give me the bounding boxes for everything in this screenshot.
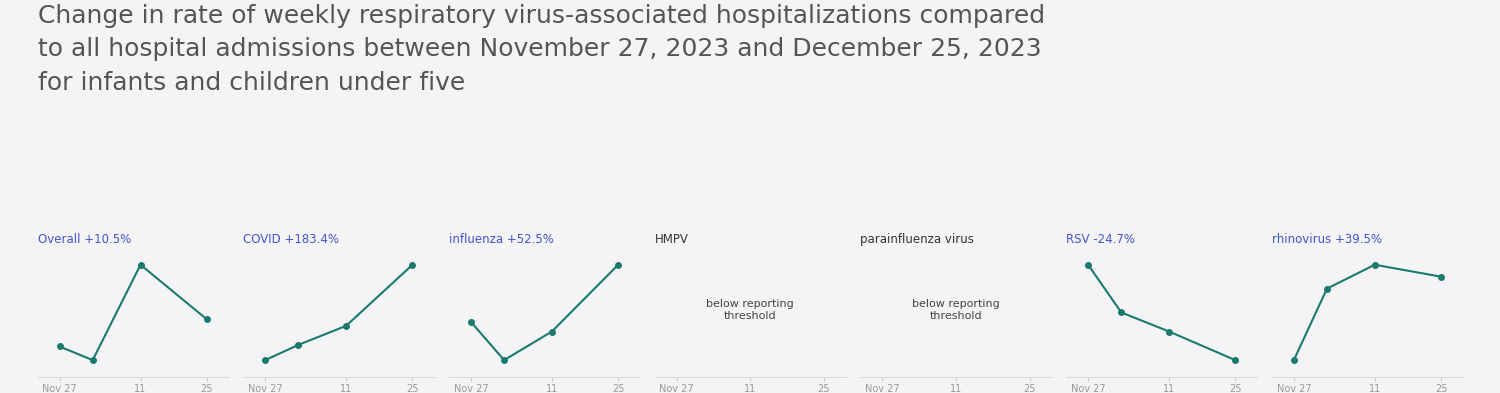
- Text: Overall +10.5%: Overall +10.5%: [38, 233, 130, 246]
- Text: RSV -24.7%: RSV -24.7%: [1066, 233, 1136, 246]
- Text: below reporting
threshold: below reporting threshold: [912, 299, 1001, 321]
- Text: parainfluenza virus: parainfluenza virus: [861, 233, 974, 246]
- Text: COVID +183.4%: COVID +183.4%: [243, 233, 339, 246]
- Text: rhinovirus +39.5%: rhinovirus +39.5%: [1272, 233, 1382, 246]
- Text: influenza +52.5%: influenza +52.5%: [448, 233, 554, 246]
- Text: below reporting
threshold: below reporting threshold: [706, 299, 794, 321]
- Text: Change in rate of weekly respiratory virus-associated hospitalizations compared
: Change in rate of weekly respiratory vir…: [38, 4, 1044, 95]
- Text: HMPV: HMPV: [654, 233, 688, 246]
